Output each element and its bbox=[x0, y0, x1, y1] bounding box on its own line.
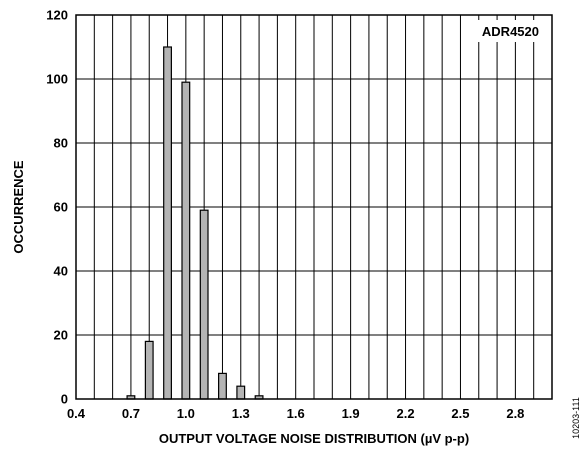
x-tick-label: 0.7 bbox=[122, 406, 140, 421]
x-tick-label: 1.3 bbox=[232, 406, 250, 421]
y-tick-label: 120 bbox=[46, 8, 68, 23]
part-number-label-box bbox=[477, 20, 543, 42]
grid-lines bbox=[76, 15, 552, 399]
y-tick-label: 20 bbox=[54, 328, 68, 343]
y-tick-label: 60 bbox=[54, 200, 68, 215]
histogram-bars bbox=[126, 46, 264, 400]
tick-labels: 0.4 0.7 1.0 1.3 1.6 1.9 2.2 2.5 2.8 0 20 40 60 80 100 1… bbox=[46, 8, 524, 422]
x-tick-label: 1.6 bbox=[287, 406, 305, 421]
y-tick-label: 80 bbox=[54, 136, 68, 151]
x-axis-title: OUTPUT VOLTAGE NOISE DISTRIBUTION (µV p-… bbox=[159, 431, 469, 446]
x-tick-label: 2.5 bbox=[451, 406, 469, 421]
y-axis-title: OCCURRENCE bbox=[11, 160, 26, 254]
plot-frame bbox=[75, 14, 553, 400]
histogram-bar bbox=[181, 81, 191, 400]
histogram-bar bbox=[144, 340, 154, 400]
figure-id: 10203-111 bbox=[571, 397, 581, 439]
y-tick-label: 100 bbox=[46, 72, 68, 87]
histogram-bar bbox=[199, 209, 209, 400]
x-tick-label: 1.9 bbox=[342, 406, 360, 421]
x-tick-label: 0.4 bbox=[67, 406, 86, 421]
histogram-bar bbox=[218, 372, 227, 400]
x-tick-label: 2.2 bbox=[396, 406, 414, 421]
x-tick-label: 1.0 bbox=[177, 406, 195, 421]
part-number-label: ADR4520 bbox=[482, 24, 539, 39]
y-tick-label: 40 bbox=[54, 264, 68, 279]
y-tick-label: 0 bbox=[61, 392, 68, 407]
x-tick-label: 2.8 bbox=[506, 406, 524, 421]
histogram-bar bbox=[163, 46, 172, 400]
histogram-bar bbox=[236, 385, 246, 400]
